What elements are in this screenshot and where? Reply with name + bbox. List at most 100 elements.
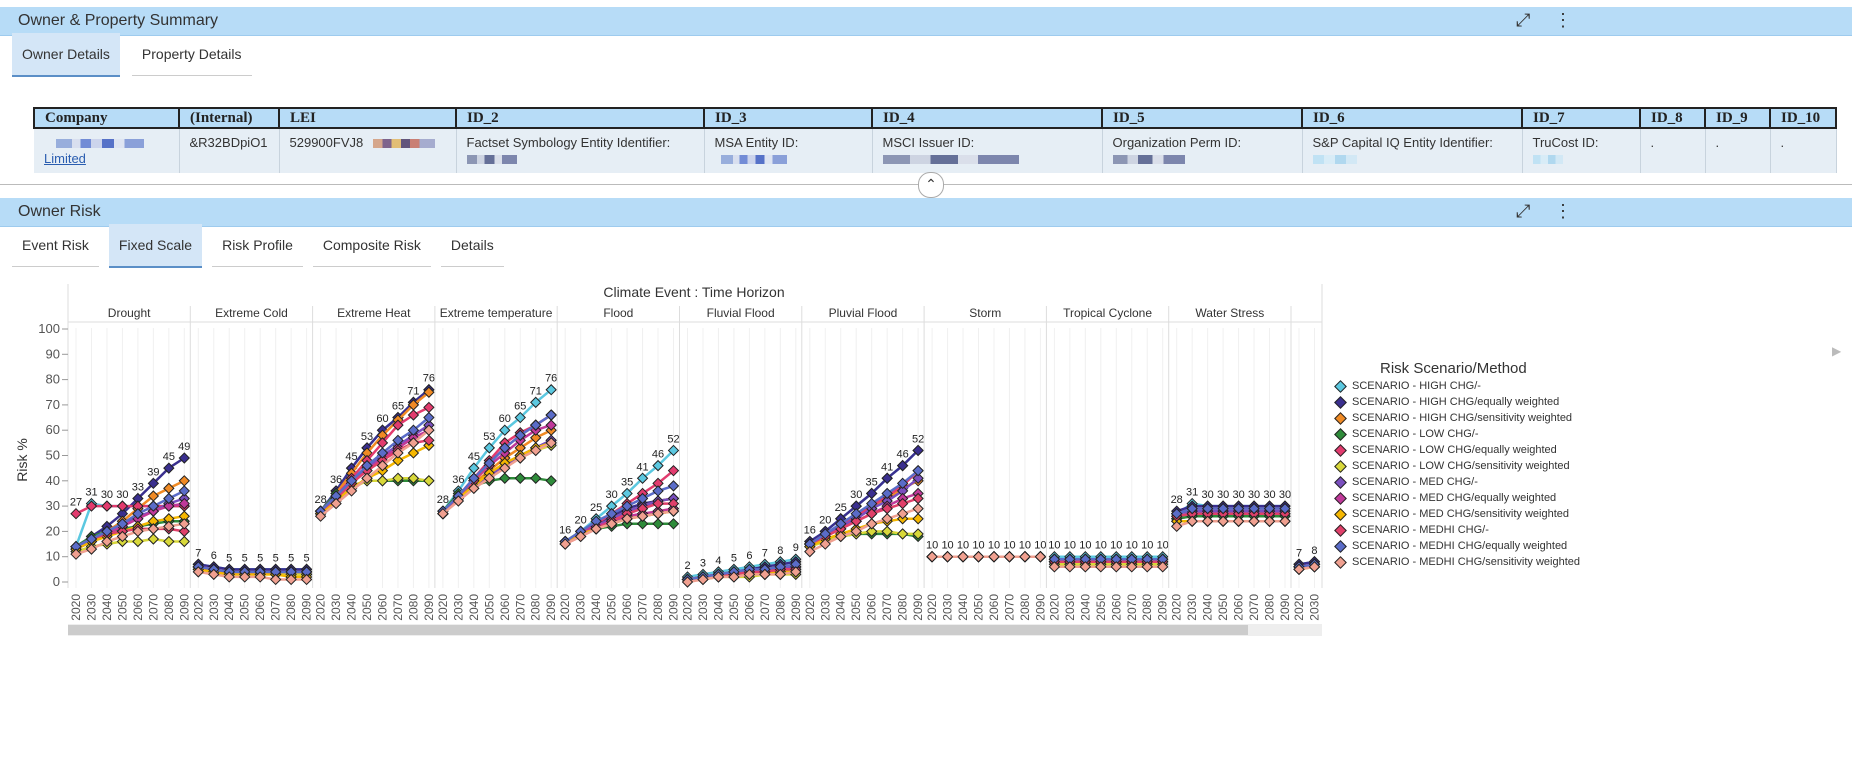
data-label: 60 xyxy=(499,413,511,425)
legend-item[interactable]: SCENARIO - HIGH CHG/- xyxy=(1334,379,1481,393)
col-header-id10[interactable]: ID_10 xyxy=(1769,107,1837,129)
col-header-id3[interactable]: ID_3 xyxy=(703,107,873,129)
expand-icon[interactable]: ⤢ xyxy=(1516,201,1531,221)
data-point xyxy=(1248,515,1260,527)
tab-composite-risk[interactable]: Composite Risk xyxy=(312,224,431,267)
data-point xyxy=(621,510,633,522)
data-point xyxy=(621,513,633,525)
legend-item[interactable]: SCENARIO - HIGH CHG/sensitivity weighted xyxy=(1334,411,1572,425)
data-point xyxy=(361,464,373,477)
legend-item[interactable]: SCENARIO - MED CHG/- xyxy=(1334,475,1478,489)
col-header-id2[interactable]: ID_2 xyxy=(455,107,705,129)
kebab-menu-icon[interactable]: ⋮ xyxy=(1554,10,1572,30)
col-header-id6[interactable]: ID_6 xyxy=(1301,107,1523,129)
data-point xyxy=(1308,561,1321,573)
legend-item[interactable]: SCENARIO - HIGH CHG/equally weighted xyxy=(1334,395,1559,409)
data-point xyxy=(1308,558,1321,570)
data-point xyxy=(743,566,756,578)
data-point xyxy=(330,492,342,505)
data-point xyxy=(1064,561,1076,573)
legend-item[interactable]: SCENARIO - MED CHG/equally weighted xyxy=(1334,491,1556,505)
data-point xyxy=(223,571,235,583)
data-point xyxy=(85,535,98,548)
legend-swatch-diamond-icon xyxy=(1334,475,1347,489)
x-tick-label: 2080 xyxy=(1263,594,1277,621)
collapse-chevron-up-icon[interactable]: ⌃ xyxy=(918,172,944,198)
data-point xyxy=(1263,515,1276,527)
data-point xyxy=(912,444,924,457)
tab-risk-profile[interactable]: Risk Profile xyxy=(212,224,303,267)
data-label: 5 xyxy=(304,552,310,564)
data-point xyxy=(1003,550,1016,563)
tab-event-risk[interactable]: Event Risk xyxy=(12,224,99,267)
tab-owner-details[interactable]: Owner Details xyxy=(12,33,120,77)
data-point xyxy=(1019,550,1031,563)
col-header-id4[interactable]: ID_4 xyxy=(871,107,1103,129)
facet-label: Extreme Cold xyxy=(215,306,288,320)
col-header-id9[interactable]: ID_9 xyxy=(1704,107,1771,129)
data-point xyxy=(1019,550,1031,563)
col-header-company[interactable]: Company xyxy=(33,107,180,129)
x-tick-label: 2030 xyxy=(1063,594,1077,621)
data-point xyxy=(804,538,816,550)
series-line xyxy=(198,565,307,574)
data-point xyxy=(574,528,587,540)
data-point xyxy=(223,566,235,578)
data-point xyxy=(423,475,435,487)
data-point xyxy=(636,472,649,484)
series-line xyxy=(564,509,674,543)
data-point xyxy=(804,535,816,548)
data-point xyxy=(835,528,847,540)
data-point xyxy=(881,500,893,512)
col-header-id5[interactable]: ID_5 xyxy=(1101,107,1303,129)
data-point xyxy=(605,507,618,520)
col-header-lei[interactable]: LEI xyxy=(278,107,457,129)
data-point xyxy=(407,475,420,487)
data-point xyxy=(192,566,205,578)
data-point xyxy=(1048,553,1061,565)
data-point xyxy=(314,507,327,520)
data-point xyxy=(345,482,358,495)
col-header-id7[interactable]: ID_7 xyxy=(1521,107,1641,129)
data-point xyxy=(774,566,787,578)
data-point xyxy=(468,462,480,474)
data-point xyxy=(896,528,909,540)
data-point xyxy=(912,444,924,457)
col-header-internal[interactable]: (Internal) xyxy=(178,107,280,129)
data-point xyxy=(101,538,113,550)
legend-item[interactable]: SCENARIO - LOW CHG/equally weighted xyxy=(1334,443,1557,457)
y-tick-label: 90 xyxy=(46,346,60,361)
kebab-menu-icon[interactable]: ⋮ xyxy=(1554,201,1572,221)
data-point xyxy=(1232,515,1245,527)
legend-item[interactable]: SCENARIO - LOW CHG/- xyxy=(1334,427,1479,441)
chart-scrollbar-thumb[interactable] xyxy=(68,625,1248,635)
data-point xyxy=(499,442,511,454)
data-point xyxy=(850,500,862,512)
data-label: 71 xyxy=(407,385,419,397)
data-point xyxy=(269,573,282,586)
data-point xyxy=(926,550,938,563)
tab-details[interactable]: Details xyxy=(440,224,504,267)
data-point xyxy=(1126,556,1138,568)
x-tick-label: 2090 xyxy=(667,594,681,621)
data-point xyxy=(1263,510,1276,522)
tab-fixed-scale[interactable]: Fixed Scale xyxy=(108,224,203,268)
legend-item[interactable]: SCENARIO - LOW CHG/sensitivity weighted xyxy=(1334,459,1570,473)
data-point xyxy=(254,566,266,578)
data-point xyxy=(1156,550,1169,563)
legend-item[interactable]: SCENARIO - MEDHI CHG/sensitivity weighte… xyxy=(1334,555,1580,569)
legend-item[interactable]: SCENARIO - MEDHI CHG/- xyxy=(1334,523,1489,537)
data-point xyxy=(896,528,909,540)
col-header-id8[interactable]: ID_8 xyxy=(1639,107,1706,129)
tab-property-details[interactable]: Property Details xyxy=(131,33,252,76)
legend-item[interactable]: SCENARIO - MED CHG/sensitivity weighted xyxy=(1334,507,1569,521)
company-link[interactable]: Limited xyxy=(44,151,86,166)
data-point xyxy=(1232,510,1245,522)
data-point xyxy=(239,566,251,578)
legend-item[interactable]: SCENARIO - MEDHI CHG/equally weighted xyxy=(1334,539,1567,553)
legend-scroll-arrow-icon[interactable]: ▶ xyxy=(1832,344,1842,358)
data-point xyxy=(300,568,313,581)
expand-icon[interactable]: ⤢ xyxy=(1516,10,1531,30)
data-point xyxy=(667,505,680,517)
series-line xyxy=(75,522,185,556)
